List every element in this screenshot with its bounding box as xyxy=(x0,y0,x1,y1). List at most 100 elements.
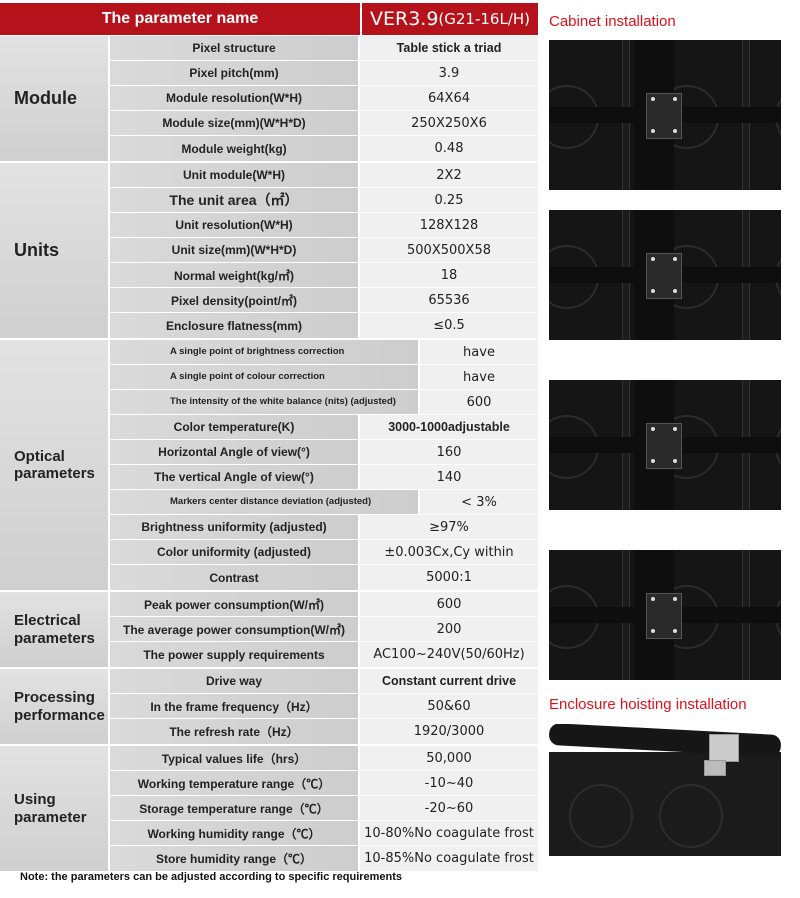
param-label: Module weight(kg) xyxy=(110,136,360,161)
group-electrical-parameters: Electrical parameters Peak power consumpt… xyxy=(0,592,538,669)
param-value: ≤0.5 xyxy=(360,313,538,338)
param-label: Color uniformity (adjusted) xyxy=(110,540,360,564)
param-value: 50&60 xyxy=(360,694,538,718)
table-row: Pixel structure Table stick a triad xyxy=(110,36,538,61)
param-value: Table stick a triad xyxy=(360,36,538,60)
param-label: Color temperature(K) xyxy=(110,415,360,439)
param-label: Drive way xyxy=(110,669,360,693)
table-row: Unit resolution(W*H) 128X128 xyxy=(110,213,538,238)
model-header: VER3.9 (G21-16L/H) xyxy=(362,3,538,35)
group-processing-performance: Processing performance Drive way Constant … xyxy=(0,669,538,746)
param-value: 3.9 xyxy=(360,61,538,85)
param-value: have xyxy=(420,340,538,364)
param-name-header: The parameter name xyxy=(0,3,362,35)
param-label: Unit module(W*H) xyxy=(110,163,360,187)
footnote: Note: the parameters can be adjusted acc… xyxy=(20,871,403,883)
param-value: 140 xyxy=(360,465,538,489)
group-units: Units Unit module(W*H) 2X2 The unit area（㎡）… xyxy=(0,163,538,340)
table-row: Unit size(mm)(W*H*D) 500X500X58 xyxy=(110,238,538,263)
param-label: Store humidity range（℃） xyxy=(110,846,360,871)
param-label: Enclosure flatness(mm) xyxy=(110,313,360,338)
param-label: Pixel pitch(mm) xyxy=(110,61,360,85)
table-row: Horizontal Angle of view(°) 160 xyxy=(110,440,538,465)
param-label: The unit area（㎡） xyxy=(110,188,360,212)
param-label: Normal weight(kg/㎡) xyxy=(110,263,360,287)
param-value: 3000-1000adjustable xyxy=(360,415,538,439)
table-row: Working humidity range（℃） 10-80%No coagul… xyxy=(110,821,538,846)
table-row: The vertical Angle of view(°) 140 xyxy=(110,465,538,490)
param-label: Horizontal Angle of view(°) xyxy=(110,440,360,464)
param-value: 0.25 xyxy=(360,188,538,212)
param-label: Working temperature range（℃） xyxy=(110,771,360,795)
param-value: ±0.003Cx,Cy within xyxy=(360,540,538,564)
group-name: Module xyxy=(0,36,110,161)
table-row: Peak power consumption(W/㎡) 600 xyxy=(110,592,538,617)
param-value: ≥97% xyxy=(360,515,538,539)
param-label: A single point of colour correction xyxy=(110,365,420,389)
param-value: < 3% xyxy=(420,490,538,514)
param-label: The average power consumption(W/㎡) xyxy=(110,617,360,641)
model-code: (G21-16L/H) xyxy=(438,10,531,28)
param-label: The intensity of the white balance (nits… xyxy=(110,390,420,414)
table-row: Storage temperature range（℃） -20~60 xyxy=(110,796,538,821)
param-label: Brightness uniformity (adjusted) xyxy=(110,515,360,539)
param-label: Working humidity range（℃） xyxy=(110,821,360,845)
table-row: Markers center distance deviation (adjus… xyxy=(110,490,538,515)
param-value: 200 xyxy=(360,617,538,641)
param-value: 250X250X6 xyxy=(360,111,538,135)
group-optical-parameters: Optical parameters A single point of brig… xyxy=(0,340,538,592)
table-row: Contrast 5000:1 xyxy=(110,565,538,590)
param-value: 5000:1 xyxy=(360,565,538,590)
table-row: The refresh rate（Hz） 1920/3000 xyxy=(110,719,538,744)
param-value: 500X500X58 xyxy=(360,238,538,262)
table-row: A single point of brightness correction h… xyxy=(110,340,538,365)
table-row: The unit area（㎡） 0.25 xyxy=(110,188,538,213)
param-label: Peak power consumption(W/㎡) xyxy=(110,592,360,616)
param-label: The power supply requirements xyxy=(110,642,360,667)
param-label: Typical values life（hrs） xyxy=(110,746,360,770)
hoisting-caption: Enclosure hoisting installation xyxy=(549,696,747,713)
table-row: The power supply requirements AC100~240V(… xyxy=(110,642,538,667)
table-row: Brightness uniformity (adjusted) ≥97% xyxy=(110,515,538,540)
param-value: 160 xyxy=(360,440,538,464)
param-value: -20~60 xyxy=(360,796,538,820)
group-module: Module Pixel structure Table stick a triad… xyxy=(0,36,538,163)
param-label: Storage temperature range（℃） xyxy=(110,796,360,820)
group-name: Units xyxy=(0,163,110,338)
table-header: The parameter name VER3.9 (G21-16L/H) xyxy=(0,3,538,35)
table-row: The intensity of the white balance (nits… xyxy=(110,390,538,415)
table-row: Unit module(W*H) 2X2 xyxy=(110,163,538,188)
param-value: -10~40 xyxy=(360,771,538,795)
table-row: In the frame frequency（Hz） 50&60 xyxy=(110,694,538,719)
model-name: VER3.9 xyxy=(369,8,439,30)
group-name: Optical parameters xyxy=(0,340,110,590)
table-row: Pixel density(point/㎡) 65536 xyxy=(110,288,538,313)
param-label: Markers center distance deviation (adjus… xyxy=(110,490,420,514)
param-label: A single point of brightness correction xyxy=(110,340,420,364)
param-value: 600 xyxy=(420,390,538,414)
group-name: Electrical parameters xyxy=(0,592,110,667)
param-label: Contrast xyxy=(110,565,360,590)
cabinet-image-4 xyxy=(549,550,781,680)
param-label: Module resolution(W*H) xyxy=(110,86,360,110)
table-row: Normal weight(kg/㎡) 18 xyxy=(110,263,538,288)
param-value: 18 xyxy=(360,263,538,287)
param-value: 10-80%No coagulate frost xyxy=(360,821,538,845)
param-value: 2X2 xyxy=(360,163,538,187)
param-label: The vertical Angle of view(°) xyxy=(110,465,360,489)
param-label: Unit size(mm)(W*H*D) xyxy=(110,238,360,262)
table-row: Working temperature range（℃） -10~40 xyxy=(110,771,538,796)
spec-table: Module Pixel structure Table stick a triad… xyxy=(0,36,538,873)
table-row: A single point of colour correction have xyxy=(110,365,538,390)
table-row: Module size(mm)(W*H*D) 250X250X6 xyxy=(110,111,538,136)
param-value: 128X128 xyxy=(360,213,538,237)
cabinet-caption: Cabinet installation xyxy=(549,13,676,30)
table-row: Typical values life（hrs） 50,000 xyxy=(110,746,538,771)
table-row: The average power consumption(W/㎡) 200 xyxy=(110,617,538,642)
cabinet-image-2 xyxy=(549,210,781,340)
table-row: Enclosure flatness(mm) ≤0.5 xyxy=(110,313,538,338)
table-row: Module resolution(W*H) 64X64 xyxy=(110,86,538,111)
param-label: Unit resolution(W*H) xyxy=(110,213,360,237)
table-row: Drive way Constant current drive xyxy=(110,669,538,694)
param-value: 50,000 xyxy=(360,746,538,770)
